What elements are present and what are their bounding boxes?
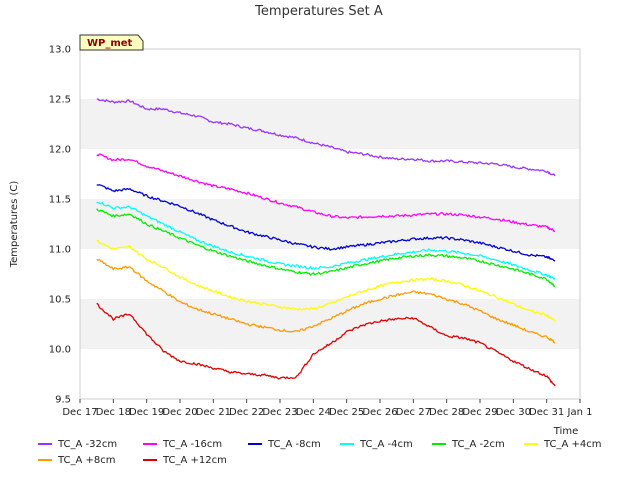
chart-legend: TC_A -32cm TC_A -16cm TC_A -8cm TC_A -4cm TC… xyxy=(38,436,628,468)
legend-label: TC_A -16cm xyxy=(163,438,223,450)
station-badge: WP_met xyxy=(79,34,144,51)
y-tick-label: 11.0 xyxy=(49,245,71,256)
y-tick-label: 10.5 xyxy=(49,295,71,306)
grid-band xyxy=(80,199,580,249)
x-tick-label: Dec 18 xyxy=(96,407,131,418)
x-tick-label: Jan 1 xyxy=(567,407,593,418)
legend-item: TC_A -32cm xyxy=(38,439,143,450)
y-tick-label: 13.0 xyxy=(49,45,71,56)
y-tick-label: 12.5 xyxy=(49,95,71,106)
legend-row: TC_A -32cm TC_A -16cm TC_A -8cm TC_A -4cm TC… xyxy=(38,436,628,452)
series-line-6 xyxy=(96,239,556,322)
y-tick-label: 9.5 xyxy=(55,395,71,406)
legend-swatch xyxy=(248,443,262,445)
x-tick-label: Dec 27 xyxy=(396,407,431,418)
x-axis-label: Time xyxy=(553,426,578,437)
legend-item: TC_A -16cm xyxy=(143,439,248,450)
x-tick-label: Dec 23 xyxy=(262,407,297,418)
station-badge-label: WP_met xyxy=(87,38,133,49)
x-tick-label: Dec 24 xyxy=(296,407,331,418)
x-tick-label: Dec 22 xyxy=(229,407,264,418)
x-tick-label: Dec 17 xyxy=(62,407,97,418)
x-tick-label: Dec 28 xyxy=(429,407,464,418)
legend-swatch xyxy=(143,459,157,461)
series-line-1 xyxy=(96,98,556,177)
x-tick-label: Dec 26 xyxy=(362,407,397,418)
series-line-3 xyxy=(96,184,556,262)
y-tick-label: 11.5 xyxy=(49,195,71,206)
legend-swatch xyxy=(432,443,446,445)
legend-label: TC_A +8cm xyxy=(58,454,116,466)
series-line-2 xyxy=(96,153,556,233)
grid-band xyxy=(80,99,580,149)
legend-label: TC_A -4cm xyxy=(360,438,413,450)
y-axis-ticks: 9.5 10.0 10.5 11.0 11.5 12.0 12.5 13.0 xyxy=(49,45,71,406)
legend-swatch xyxy=(524,443,538,445)
grid-band xyxy=(80,299,580,349)
series-line-4 xyxy=(96,201,556,280)
legend-label: TC_A +12cm xyxy=(163,454,227,466)
legend-label: TC_A +4cm xyxy=(544,438,602,450)
x-tick-label: Dec 19 xyxy=(129,407,164,418)
legend-label: TC_A -8cm xyxy=(268,438,321,450)
x-tick-label: Dec 31 xyxy=(529,407,564,418)
legend-swatch xyxy=(38,443,52,445)
series-lines xyxy=(96,98,556,387)
x-tick-label: Dec 29 xyxy=(462,407,497,418)
plot-frame xyxy=(79,48,581,400)
legend-item: TC_A -4cm xyxy=(340,439,432,450)
legend-item: TC_A +12cm xyxy=(143,455,248,466)
legend-item: TC_A -2cm xyxy=(432,439,524,450)
legend-item: TC_A +4cm xyxy=(524,439,616,450)
station-badge-box xyxy=(79,34,144,51)
legend-swatch xyxy=(143,443,157,445)
chart-title: Temperatures Set A xyxy=(254,4,383,19)
legend-item: TC_A +8cm xyxy=(38,455,143,466)
y-tick-label: 12.0 xyxy=(49,145,71,156)
series-line-8 xyxy=(96,302,556,387)
series-line-5 xyxy=(96,208,556,288)
legend-label: TC_A -2cm xyxy=(452,438,505,450)
legend-swatch xyxy=(38,459,52,461)
plot-background-bands xyxy=(80,49,580,399)
x-tick-label: Dec 25 xyxy=(329,407,364,418)
series-line-7 xyxy=(96,258,556,344)
x-tick-label: Dec 21 xyxy=(196,407,231,418)
x-tick-label: Dec 30 xyxy=(496,407,531,418)
legend-row: TC_A +8cm TC_A +12cm xyxy=(38,452,628,468)
x-tick-label: Dec 20 xyxy=(162,407,197,418)
legend-item: TC_A -8cm xyxy=(248,439,340,450)
legend-label: TC_A -32cm xyxy=(58,438,118,450)
y-tick-label: 10.0 xyxy=(49,345,71,356)
legend-swatch xyxy=(340,443,354,445)
y-axis-label: Temperatures (C) xyxy=(9,181,20,269)
